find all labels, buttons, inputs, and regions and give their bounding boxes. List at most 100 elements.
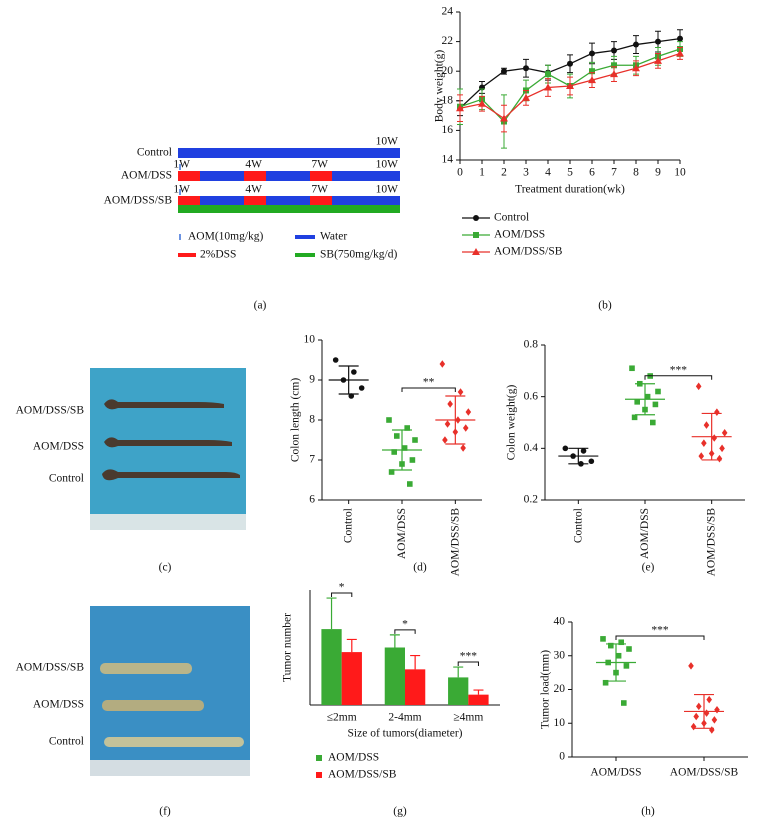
marker [721, 429, 728, 437]
y-tick-label: 6 [309, 494, 315, 506]
marker [351, 369, 357, 375]
panel-label: (f) [159, 806, 171, 818]
marker [409, 457, 416, 463]
marker [623, 663, 630, 669]
y-tick-label: 7 [309, 454, 315, 466]
marker [655, 38, 661, 45]
x-tick-label: 0 [457, 167, 463, 179]
bar [448, 677, 469, 705]
significance-label: *** [670, 364, 688, 376]
y-tick-label: 0 [559, 751, 565, 763]
row-label: AOM/DSS [121, 170, 172, 182]
marker [709, 726, 715, 734]
panel-label: (d) [413, 562, 427, 574]
week-label: 4W [245, 184, 262, 196]
row-label: AOM/DSS/SB [104, 195, 173, 207]
significance-label: * [339, 582, 345, 594]
marker [719, 444, 725, 453]
marker [500, 114, 508, 122]
marker [621, 700, 627, 706]
ruler [90, 760, 250, 776]
legend-swatch [316, 772, 322, 778]
y-tick-label: 20 [554, 683, 566, 695]
marker [391, 449, 397, 455]
y-tick-label: 0.2 [524, 494, 539, 506]
significance-bracket [457, 661, 479, 667]
y-tick-label: 18 [442, 94, 454, 106]
marker [388, 469, 395, 475]
row-label: Control [137, 147, 172, 159]
y-tick-label: 10 [554, 717, 566, 729]
x-tick-label: 6 [589, 167, 595, 179]
significance-bracket [615, 635, 705, 640]
error-bar [389, 634, 400, 648]
marker [473, 232, 479, 238]
colon [104, 437, 232, 448]
significance-bracket [331, 592, 353, 598]
dss-bar [178, 171, 200, 181]
marker [566, 82, 574, 89]
legend-label: Control [494, 212, 529, 224]
marker [644, 393, 651, 400]
photo-label: Control [49, 473, 84, 485]
marker [703, 709, 710, 717]
significance-bracket [401, 387, 456, 392]
colon [100, 663, 192, 674]
marker [652, 401, 659, 408]
marker [462, 424, 469, 432]
marker [631, 414, 638, 421]
marker [358, 385, 365, 391]
x-tick-label: AOM/DSS/SB [670, 767, 739, 779]
x-tick-label: AOM/DSS [639, 508, 651, 559]
colon [102, 700, 204, 711]
x-axis-title: Treatment duration(wk) [515, 184, 625, 196]
y-axis-title: Tumor number [282, 613, 294, 682]
marker [589, 68, 595, 75]
x-tick-label: 4 [545, 167, 551, 179]
marker [655, 388, 661, 395]
sd-bar [701, 412, 722, 461]
sd-bar [635, 383, 655, 416]
x-tick-label: 5 [567, 167, 573, 179]
marker [394, 433, 400, 439]
marker [386, 417, 392, 423]
marker [600, 636, 606, 642]
x-tick-label: ≤2mm [327, 712, 357, 724]
x-tick-label: 7 [611, 167, 617, 179]
x-tick-label: ≥4mm [453, 712, 483, 724]
week-label: 10W [376, 184, 399, 196]
panel-label: (a) [254, 300, 267, 312]
error-bar [473, 689, 484, 695]
marker [407, 481, 413, 487]
water-bar [178, 148, 400, 158]
colon [104, 399, 224, 410]
dss-bar [244, 171, 266, 181]
photo-c: AOM/DSS/SB AOM/DSS Control (c) [16, 368, 246, 574]
marker [457, 388, 464, 396]
marker [412, 437, 418, 443]
week-label: 1W [173, 184, 190, 196]
x-tick-label: Control [572, 508, 584, 543]
legend-label: 2%DSS [200, 249, 236, 261]
marker [703, 421, 710, 429]
marker [456, 104, 464, 112]
marker [562, 445, 569, 452]
marker [654, 56, 662, 64]
y-tick-label: 8 [309, 414, 315, 426]
significance-label: *** [651, 625, 669, 637]
marker [439, 360, 446, 368]
legend-label: Water [320, 231, 347, 243]
marker [676, 49, 684, 57]
marker [634, 399, 640, 405]
marker [588, 76, 596, 84]
y-tick-label: 0.8 [524, 339, 539, 351]
week-label: 10W [376, 159, 399, 171]
y-tick-label: 0.6 [524, 390, 539, 402]
photo-label: Control [49, 736, 84, 748]
error-bar [410, 654, 421, 670]
marker [478, 99, 486, 107]
marker [610, 70, 618, 78]
photo-label: AOM/DSS [33, 699, 84, 711]
water-bar [178, 196, 400, 205]
x-tick-label: 3 [523, 167, 529, 179]
